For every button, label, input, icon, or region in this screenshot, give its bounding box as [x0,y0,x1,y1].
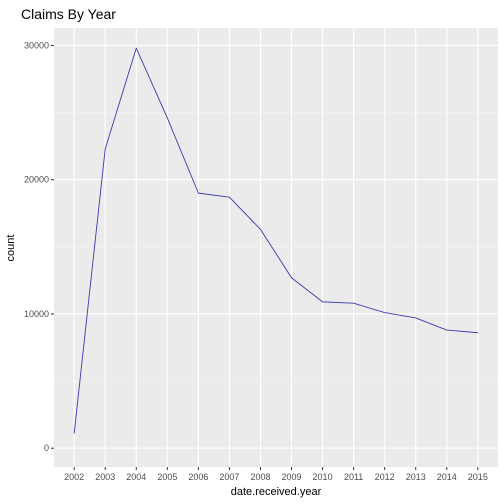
y-tick-label: 0 [44,443,49,453]
x-tick-label: 2005 [157,472,177,482]
y-tick-label: 20000 [24,175,49,185]
x-tick-label: 2011 [344,472,363,482]
x-tick-label: 2013 [406,472,426,482]
x-axis-label: date.received.year [231,486,322,498]
x-tick-label: 2002 [64,472,84,482]
x-tick-label: 2004 [126,472,146,482]
minor-gridlines [54,112,498,382]
x-tick-label: 2009 [282,472,302,482]
x-tick-label: 2008 [250,472,270,482]
y-axis: 0 10000 20000 30000 [24,40,54,453]
x-tick-label: 2006 [188,472,208,482]
x-tick-label: 2007 [219,472,239,482]
series-layer [73,47,478,434]
y-tick-label: 30000 [24,40,49,50]
x-tick-label: 2014 [437,472,457,482]
plot-panel [54,28,498,467]
x-axis: 2002 2003 2004 2005 2006 2007 2008 2009 2010 2011… [64,467,488,482]
major-gridlines [54,28,498,467]
x-tick-label: 2003 [95,472,115,482]
x-tick-label: 2010 [313,472,333,482]
x-tick-label: 2012 [375,472,395,482]
y-tick-label: 10000 [24,309,49,319]
x-tick-label: 2015 [468,472,488,482]
chart-title: Claims By Year [21,6,116,22]
y-axis-label: count [5,235,17,262]
series-line [73,47,478,434]
